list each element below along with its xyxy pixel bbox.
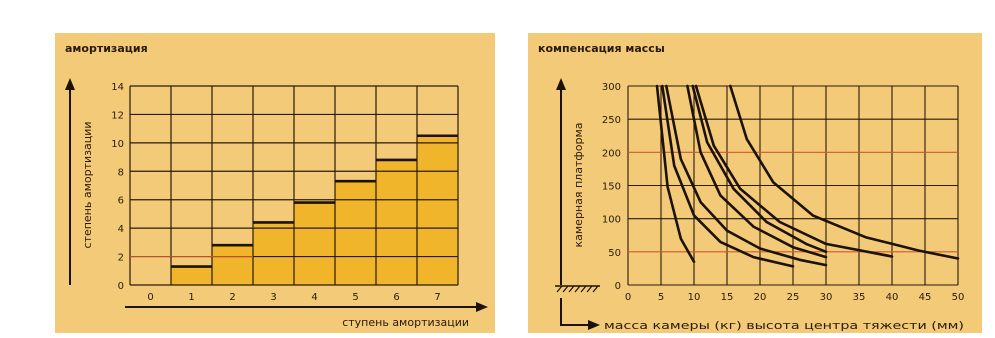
x-tick-label: 45 [919, 292, 932, 303]
x-tick-label: 10 [688, 292, 701, 303]
x-tick-label: 40 [886, 292, 899, 303]
bar [171, 266, 212, 285]
series-line [691, 84, 828, 254]
bar [253, 222, 294, 285]
y-tick-label: 6 [118, 196, 124, 207]
ground-hatch [568, 285, 575, 293]
ground-hatch [562, 285, 569, 293]
x-tick-label: 0 [147, 292, 153, 303]
x-tick-label: 7 [434, 292, 440, 303]
series-line [665, 84, 828, 267]
y-tick-label: 100 [602, 215, 621, 226]
series-line [686, 84, 828, 259]
x-axis-arrowhead [588, 320, 600, 330]
x-tick-label: 30 [820, 292, 833, 303]
y-tick-label: 4 [118, 224, 124, 235]
x-axis-label: масса камеры (кг) высота центра тяжести … [604, 320, 964, 332]
series-line [661, 84, 795, 268]
x-tick-label: 3 [270, 292, 276, 303]
x-axis-arrowhead [476, 302, 488, 312]
y-tick-label: 8 [118, 167, 124, 178]
bar [417, 135, 458, 285]
bar [212, 245, 253, 285]
y-tick-label: 300 [602, 82, 621, 93]
y-tick-label: 150 [602, 182, 621, 193]
ground-hatch [592, 285, 599, 293]
series-line [729, 84, 960, 260]
x-tick-label: 6 [393, 292, 399, 303]
y-axis-label: камерная платформа [572, 122, 585, 247]
y-axis-arrowhead [65, 78, 75, 90]
x-tick-label: 5 [658, 292, 664, 303]
mass-compensation-chart: 0 50 100 150 200 250 300 0 5 10 15 20 25 30 35 40 45 50 ка… [555, 78, 965, 332]
y-tick-label: 12 [111, 110, 124, 121]
y-tick-label: 250 [602, 115, 621, 126]
shock-absorption-panel: амортизация 0 2 4 6 8 10 12 14 0 1 2 3 4 5 6 7 степень а… [55, 33, 495, 333]
y-tick-label: 14 [111, 82, 124, 93]
x-axis-arrow [560, 298, 590, 326]
y-tick-label: 50 [608, 248, 621, 259]
y-tick-label: 10 [111, 139, 124, 150]
y-tick-label: 200 [602, 148, 621, 159]
ground-hatch [580, 285, 587, 293]
bar [335, 181, 376, 285]
x-axis-label: ступень амортизации [342, 316, 469, 329]
mass-compensation-panel: компенсация массы 0 50 100 150 200 250 300 0 5 10… [528, 33, 982, 333]
y-axis-label: степень амортизации [81, 121, 94, 248]
x-tick-label: 0 [625, 292, 631, 303]
bar [376, 159, 417, 285]
series-line [655, 84, 696, 264]
bar [294, 202, 335, 285]
chart-title: компенсация массы [538, 42, 665, 55]
ground-hatch [586, 285, 593, 293]
y-axis-arrowhead [556, 78, 566, 90]
x-tick-label: 5 [352, 292, 358, 303]
x-tick-label: 15 [721, 292, 734, 303]
ground-hatch [556, 285, 563, 293]
x-tick-label: 4 [311, 292, 317, 303]
x-tick-label: 25 [787, 292, 800, 303]
y-tick-label: 2 [118, 253, 124, 264]
y-tick-label: 0 [118, 281, 124, 292]
ground-hatch [574, 285, 581, 293]
x-tick-label: 20 [754, 292, 767, 303]
x-tick-label: 35 [853, 292, 866, 303]
y-tick-label: 0 [615, 281, 621, 292]
chart-title: амортизация [65, 42, 148, 55]
x-tick-label: 50 [952, 292, 965, 303]
x-tick-label: 1 [188, 292, 194, 303]
series-line [694, 84, 894, 258]
x-tick-label: 2 [229, 292, 235, 303]
